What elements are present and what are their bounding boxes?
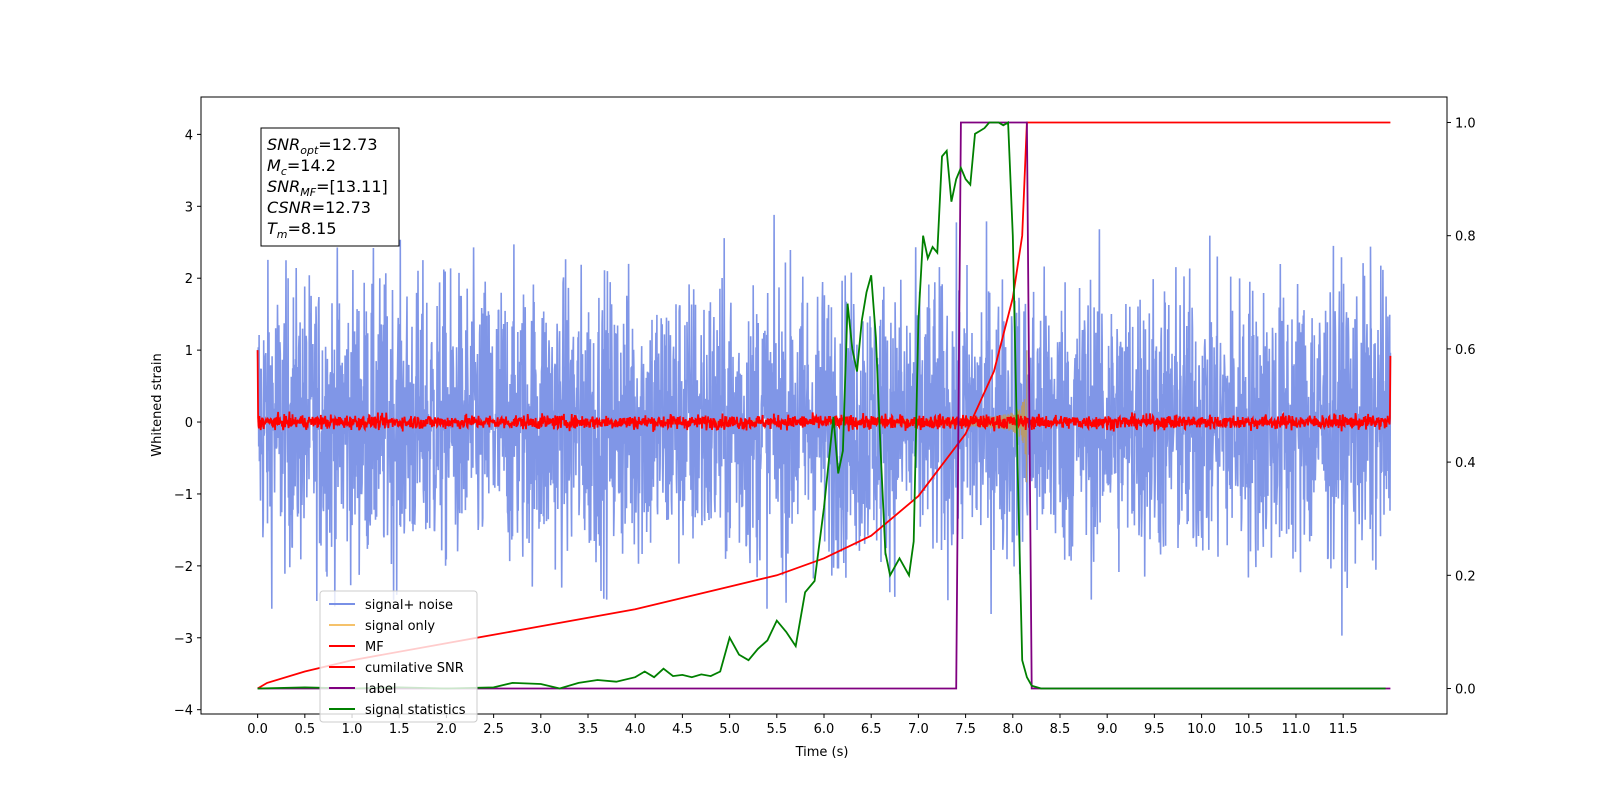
y-tick-label: −1 bbox=[174, 488, 193, 503]
x-tick-label: 10.0 bbox=[1187, 722, 1216, 737]
x-tick-label: 9.0 bbox=[1097, 722, 1118, 737]
y-tick-label: 2 bbox=[185, 272, 193, 287]
y-tick-label: −4 bbox=[174, 704, 193, 719]
legend-label: signal statistics bbox=[365, 703, 466, 718]
x-tick-label: 1.5 bbox=[389, 722, 410, 737]
x-tick-label: 6.5 bbox=[861, 722, 882, 737]
info-line-symbol: CSNR bbox=[267, 198, 312, 217]
x-tick-label: 3.0 bbox=[530, 722, 551, 737]
info-line: SNRopt=12.73 bbox=[267, 135, 378, 157]
info-line-value: =8.15 bbox=[288, 219, 337, 238]
series-line-0 bbox=[256, 214, 1392, 636]
x-tick-label: 3.5 bbox=[578, 722, 599, 737]
y-tick-label: 0 bbox=[185, 416, 193, 431]
info-line-value: =12.73 bbox=[318, 135, 377, 154]
y2-tick-label: 0.8 bbox=[1455, 230, 1476, 245]
x-tick-label: 2.5 bbox=[483, 722, 504, 737]
y2-tick-label: 0.6 bbox=[1455, 343, 1476, 358]
x-tick-label: 10.5 bbox=[1234, 722, 1263, 737]
x-tick-label: 7.0 bbox=[908, 722, 929, 737]
x-tick-label: 0.5 bbox=[294, 722, 315, 737]
y-tick-label: 1 bbox=[185, 344, 193, 359]
x-axis: 0.0 0.5 1.0 1.5 2.0 2.5 3.0 3.5 4.0 4.5 5.0 5.5 6.0 6… bbox=[247, 714, 1358, 737]
x-tick-label: 5.5 bbox=[766, 722, 787, 737]
info-line: CSNR=12.73 bbox=[267, 198, 371, 217]
info-line-value: =14.2 bbox=[287, 156, 336, 175]
info-line-subscript: m bbox=[277, 228, 288, 241]
y2-tick-label: 0.4 bbox=[1455, 456, 1476, 471]
info-line-symbol: SNR bbox=[267, 135, 300, 154]
info-line-symbol: SNR bbox=[267, 177, 300, 196]
legend-label: label bbox=[365, 682, 396, 697]
legend-label: signal only bbox=[365, 619, 435, 634]
info-line-value: =[13.11] bbox=[316, 177, 388, 196]
y-tick-label: 4 bbox=[185, 128, 193, 143]
info-line-symbol: M bbox=[267, 156, 281, 175]
info-box-frame bbox=[260, 127, 400, 247]
series-line-5 bbox=[257, 120, 1386, 690]
info-box: SNRopt=12.73Mc=14.2SNRMF=[13.11]CSNR=12.… bbox=[260, 127, 400, 247]
x-tick-label: 4.5 bbox=[672, 722, 693, 737]
x-tick-label: 7.5 bbox=[955, 722, 976, 737]
info-line: Tm=8.15 bbox=[267, 219, 337, 241]
y-axis: −4 −3 −2 −1 0 1 2 3 4 bbox=[174, 128, 201, 719]
x-tick-label: 6.0 bbox=[814, 722, 835, 737]
x-tick-label: 2.0 bbox=[436, 722, 457, 737]
legend-label: MF bbox=[365, 640, 384, 655]
info-line-subscript: opt bbox=[300, 144, 319, 157]
y2-axis: 0.0 0.2 0.4 0.6 0.8 1.0 bbox=[1447, 116, 1476, 698]
legend-label: signal+ noise bbox=[365, 598, 453, 613]
y2-tick-label: 0.0 bbox=[1455, 683, 1476, 698]
x-tick-label: 8.0 bbox=[1002, 722, 1023, 737]
x-tick-label: 0.0 bbox=[247, 722, 268, 737]
info-line-subscript: c bbox=[281, 165, 287, 178]
x-tick-label: 11.0 bbox=[1281, 722, 1310, 737]
series-line-2 bbox=[256, 350, 1392, 432]
x-tick-label: 5.0 bbox=[719, 722, 740, 737]
info-line: Mc=14.2 bbox=[267, 156, 336, 178]
info-line-subscript: MF bbox=[300, 186, 316, 199]
y-tick-label: −2 bbox=[174, 560, 193, 575]
info-line-symbol: T bbox=[267, 219, 278, 238]
x-tick-label: 4.0 bbox=[625, 722, 646, 737]
info-line-value: =12.73 bbox=[312, 198, 371, 217]
y-tick-label: −3 bbox=[174, 632, 193, 647]
y2-tick-label: 0.2 bbox=[1455, 569, 1476, 584]
info-line: SNRMF=[13.11] bbox=[267, 177, 388, 199]
y-axis-label: Whitened strain bbox=[150, 353, 165, 456]
y2-tick-label: 1.0 bbox=[1455, 116, 1476, 131]
x-tick-label: 9.5 bbox=[1144, 722, 1165, 737]
x-tick-label: 1.0 bbox=[342, 722, 363, 737]
y-tick-label: 3 bbox=[185, 200, 193, 215]
legend-frame bbox=[319, 590, 478, 723]
x-tick-label: 8.5 bbox=[1050, 722, 1071, 737]
legend: signal+ noise signal only MF cumilative SNR… bbox=[319, 590, 478, 723]
x-tick-label: 11.5 bbox=[1329, 722, 1358, 737]
x-axis-label: Time (s) bbox=[795, 745, 849, 760]
legend-label: cumilative SNR bbox=[365, 661, 464, 676]
